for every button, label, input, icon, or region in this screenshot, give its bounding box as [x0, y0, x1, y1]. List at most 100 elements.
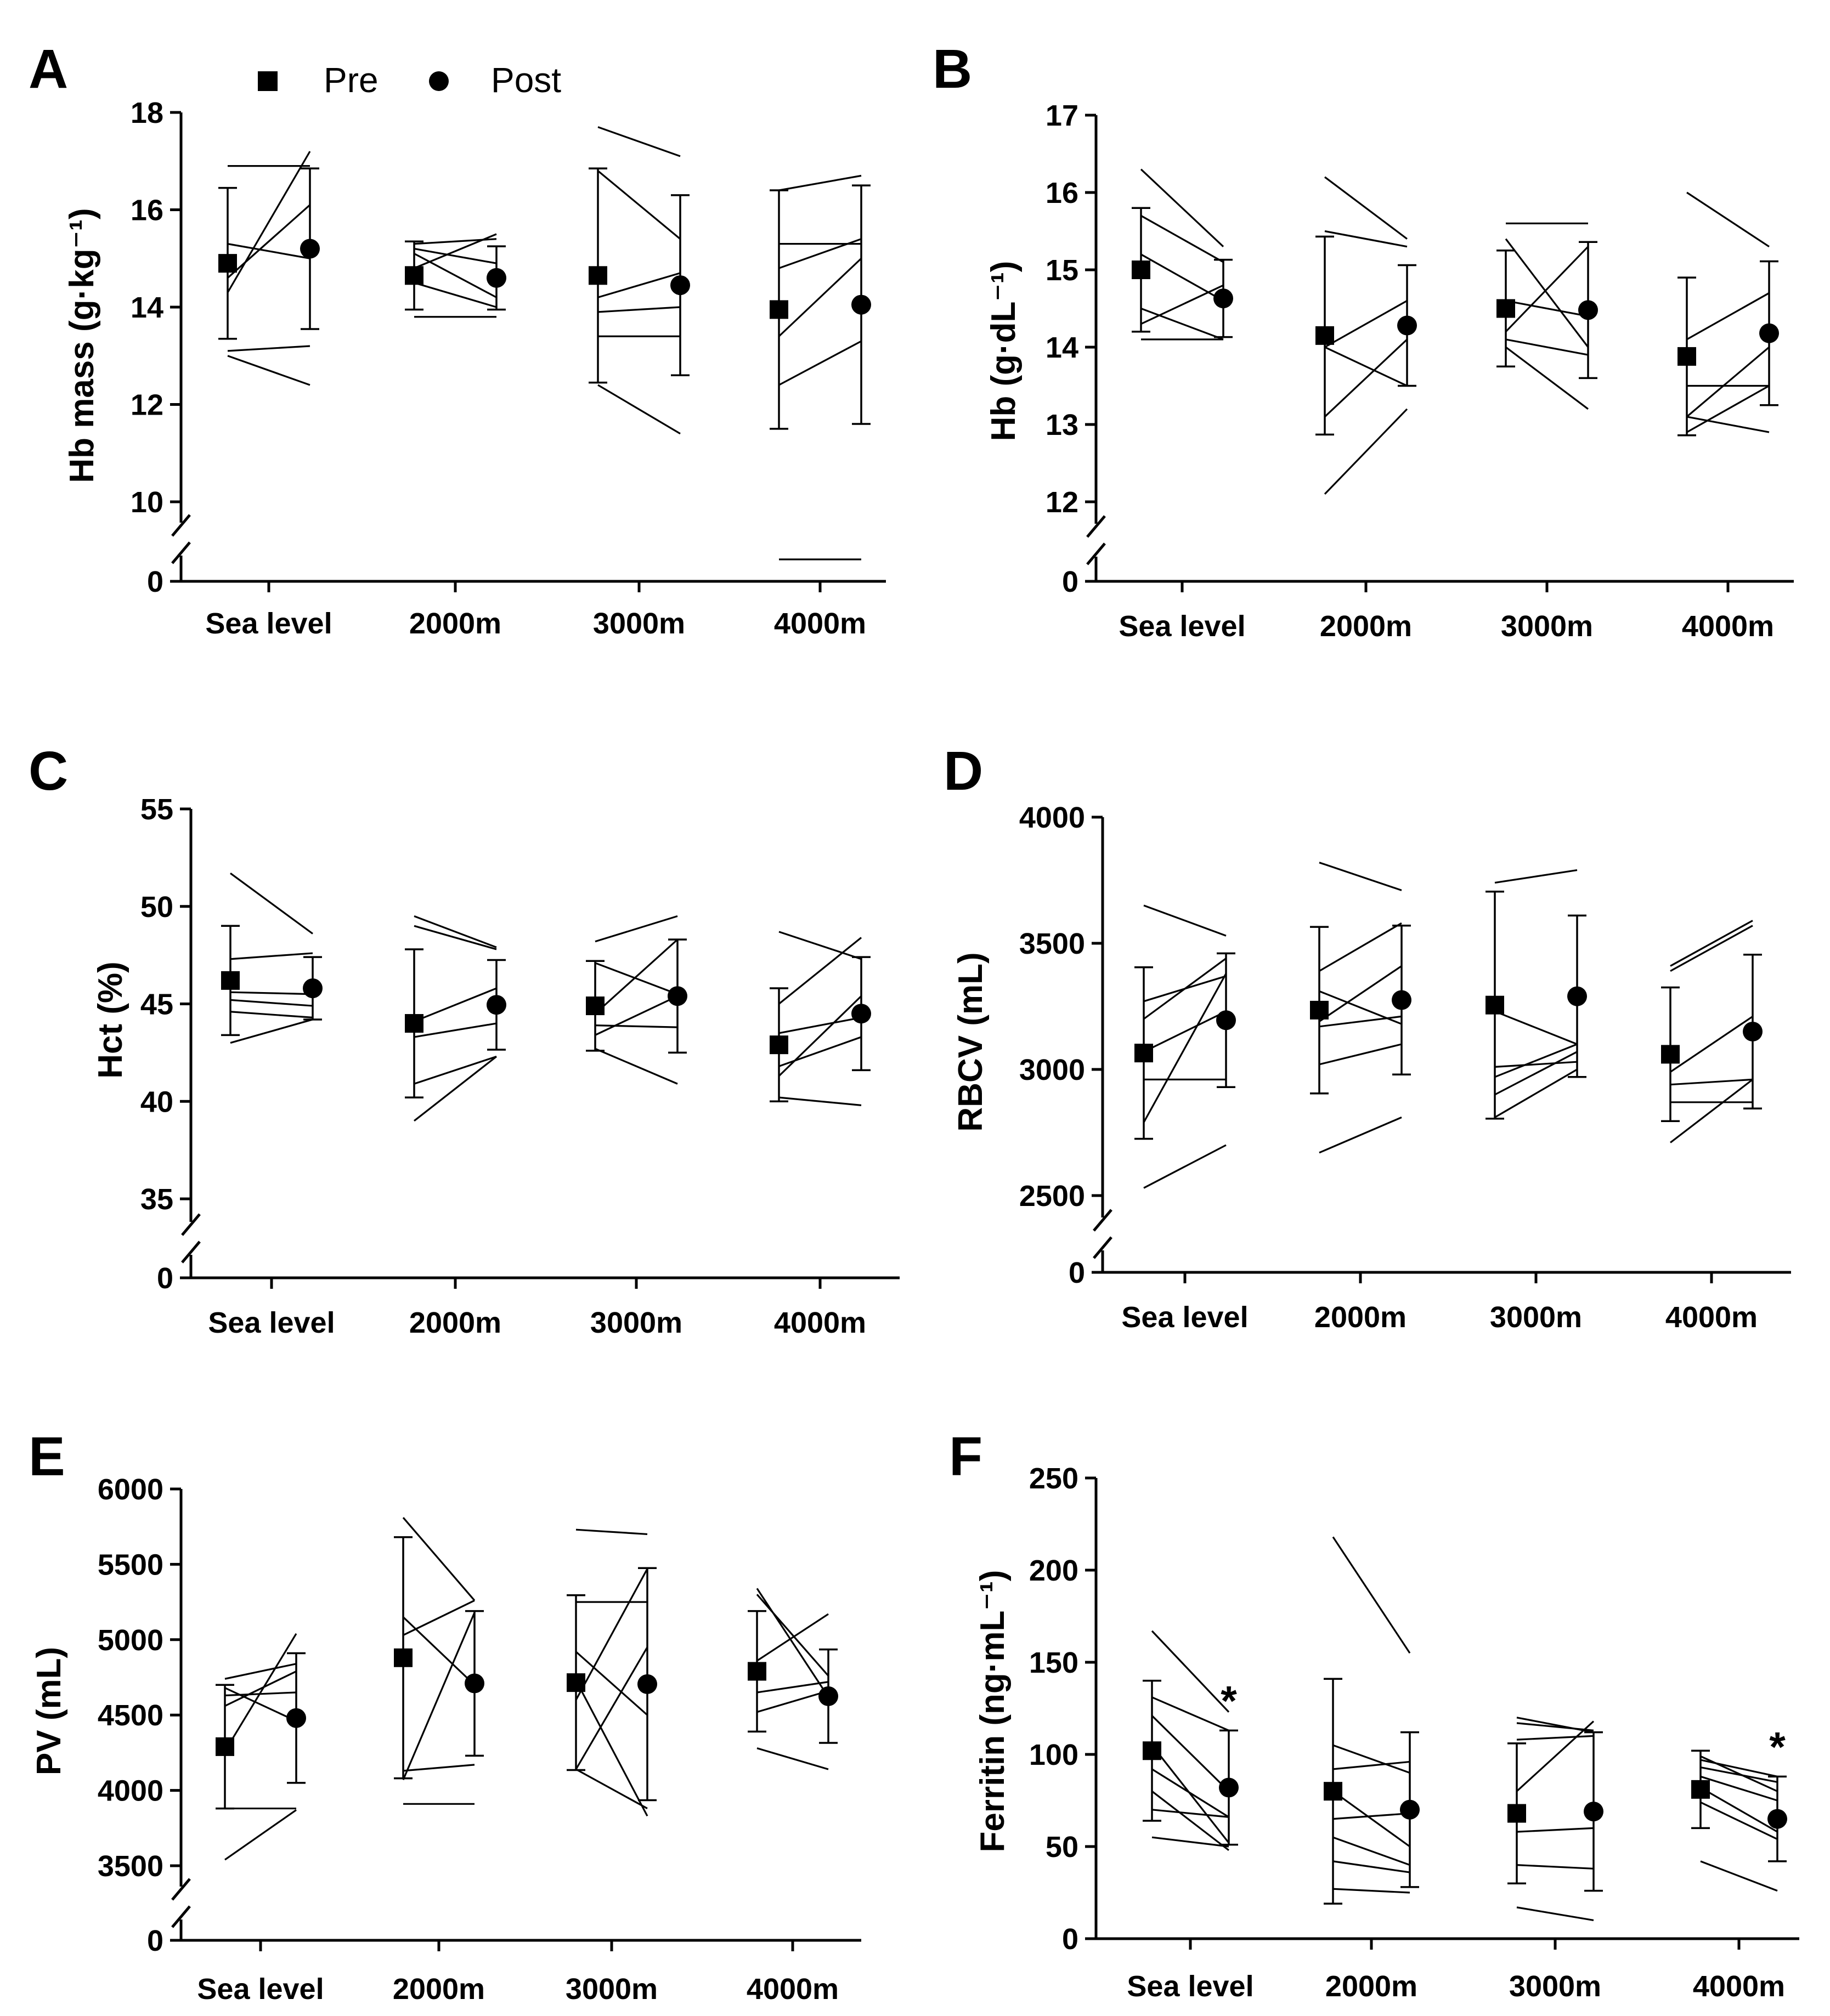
panel-d-individual-lines: [1143, 862, 1753, 1189]
panel-e-individual-line: [402, 1517, 476, 1601]
panel-c-individual-line: [230, 873, 313, 935]
panel-d-individual-line: [1494, 1010, 1578, 1045]
panel-f-individual-line: [1700, 1860, 1778, 1892]
panel-f-individual-line: [1516, 1720, 1595, 1792]
panel-e-x-tick-label: 2000m: [393, 1973, 485, 2006]
panel-e-pre-mean-marker: [216, 1737, 234, 1756]
panel-b-individual-line: [1324, 176, 1408, 240]
panel-a-y-tick-label: 10: [131, 486, 163, 519]
panel-c-individual-line: [778, 1016, 862, 1034]
panel-a-y-ticks: 0 10 12 14 16 18: [131, 97, 181, 598]
panel-e-y-ticks: 0 3500 4000 4500 5000 5500 6000: [98, 1473, 181, 1957]
panel-c-mean-markers: [221, 971, 871, 1055]
panel-d-y-tick-label: 3000: [1019, 1054, 1085, 1086]
panel-b-post-mean-marker: [1578, 300, 1598, 320]
panel-b-y-tick-label: 15: [1046, 254, 1078, 287]
panel-f-post-mean-marker: [1584, 1802, 1603, 1822]
panel-d-individual-line: [1670, 1079, 1753, 1143]
panel-e-individual-line: [402, 1616, 476, 1686]
panel-b-pre-mean-marker: [1132, 261, 1150, 279]
panel-e-axis-break-mark: [171, 1878, 191, 1901]
panel-b-individual-line: [1324, 300, 1408, 348]
panel-d-individual-line: [1143, 904, 1227, 937]
panel-f-significance: **: [1221, 1678, 1786, 1770]
panel-c-individual-line: [778, 937, 862, 1005]
panel-d-individual-line: [1670, 1078, 1753, 1086]
panel-a-individual-line: [778, 258, 862, 337]
panel-f-individual-line: [1516, 1735, 1594, 1741]
panel-e-individual-line: [402, 1612, 476, 1780]
panel-b-post-mean-marker: [1213, 288, 1233, 309]
panel-b-individual-line: [1686, 292, 1770, 341]
panel-f-significance-star: *: [1221, 1678, 1237, 1724]
panel-c-individual-line: [595, 1024, 678, 1028]
panel-f-pre-mean-marker: [1143, 1741, 1161, 1760]
panel-e-individual-lines: [224, 1517, 829, 1861]
panel-a-individual-line: [227, 151, 311, 293]
panel-a-y-tick-label: 14: [131, 291, 163, 324]
panel-a-post-mean-marker: [300, 239, 320, 259]
panel-a-axis-break-mark: [171, 514, 191, 537]
panel-d-individual-line: [1143, 1144, 1227, 1189]
panel-c-x-tick-label: 3000m: [590, 1306, 682, 1339]
panel-c-y-tick-label: 45: [140, 988, 173, 1021]
panel-d-individual-line: [1143, 958, 1227, 1020]
panel-f-pre-mean-marker: [1324, 1782, 1342, 1801]
panel-f-individual-line: [1700, 1801, 1778, 1841]
panel-e-x-ticks: Sea level 2000m 3000m 4000m: [197, 1940, 839, 2006]
panel-d-individual-line: [1319, 922, 1402, 972]
panel-e-individual-line: [575, 1651, 648, 1716]
panel-f-individual-line: [1151, 1768, 1229, 1818]
panel-a-individual-lines: [227, 126, 862, 560]
panel-a: A Hb mass (g·kg⁻¹) 0 10 12 14 16 18 Sea level…: [29, 38, 886, 640]
panel-d-individual-line: [1494, 1043, 1578, 1078]
panel-d-individual-line: [1670, 925, 1753, 972]
panel-e-individual-line: [224, 1809, 297, 1861]
panel-f-x-tick-label: 2000m: [1325, 1970, 1417, 2003]
panel-b-y-tick-label: 13: [1046, 409, 1078, 441]
panel-b-pre-mean-marker: [1315, 326, 1334, 345]
panel-a-individual-line: [414, 282, 497, 308]
panel-f-x-ticks: Sea level 2000m 3000m 4000m: [1127, 1939, 1785, 2003]
panel-f-y-tick-label: 200: [1029, 1554, 1078, 1587]
panel-f-individual-line: [1151, 1809, 1229, 1818]
panel-d-post-mean-marker: [1567, 986, 1587, 1006]
panel-d-individual-line: [1319, 1015, 1402, 1028]
panel-a-axis-break-mark: [171, 541, 191, 564]
panel-f-individual-line: [1332, 1888, 1410, 1894]
panel-b-pre-mean-marker: [1496, 299, 1515, 318]
panel-c-x-tick-label: 2000m: [409, 1306, 501, 1339]
panel-f-individual-line: [1332, 1760, 1410, 1770]
panel-f-individual-line: [1151, 1630, 1230, 1713]
panel-c-individual-line: [414, 1055, 497, 1085]
panel-a-individual-line: [597, 170, 681, 240]
panel-b-post-mean-marker: [1397, 315, 1417, 336]
panel-f-y-ticks: 0 50 100 150 200 250: [1029, 1462, 1096, 1956]
panel-b-individual-line: [1140, 308, 1224, 341]
panel-c-individual-line: [595, 962, 678, 995]
panel-f-individual-line: [1700, 1766, 1778, 1783]
panel-d-y-tick-label: 3500: [1019, 927, 1085, 960]
panel-f-individual-line: [1151, 1836, 1229, 1848]
panel-e-letter: E: [29, 1426, 65, 1487]
panel-e-individual-line: [403, 1764, 475, 1772]
panel-a-individual-line: [414, 252, 497, 298]
panel-e-mean-markers: [216, 1648, 838, 1756]
panel-b-individual-line: [1505, 346, 1589, 410]
panel-c-pre-mean-marker: [770, 1035, 788, 1055]
panel-e-x-tick-label: 4000m: [747, 1973, 839, 2006]
panel-d-pre-mean-marker: [1486, 995, 1504, 1015]
panel-f-individual-line: [1516, 1827, 1594, 1833]
panel-a-individual-line: [778, 238, 862, 269]
panel-c-individual-line: [414, 915, 497, 948]
panel-f-mean-markers: [1143, 1741, 1787, 1829]
legend-pre-label: Pre: [324, 60, 379, 100]
panel-b-individual-line: [1140, 168, 1224, 247]
panel-e-y-tick-label: 6000: [98, 1473, 163, 1506]
panel-c-x-tick-label: Sea level: [208, 1306, 335, 1339]
panel-b-axis-break-mark: [1086, 515, 1106, 538]
panel-e-post-mean-marker: [286, 1708, 306, 1728]
panel-f-individual-line: [1700, 1775, 1778, 1802]
panel-d-individual-line: [1319, 1116, 1402, 1154]
